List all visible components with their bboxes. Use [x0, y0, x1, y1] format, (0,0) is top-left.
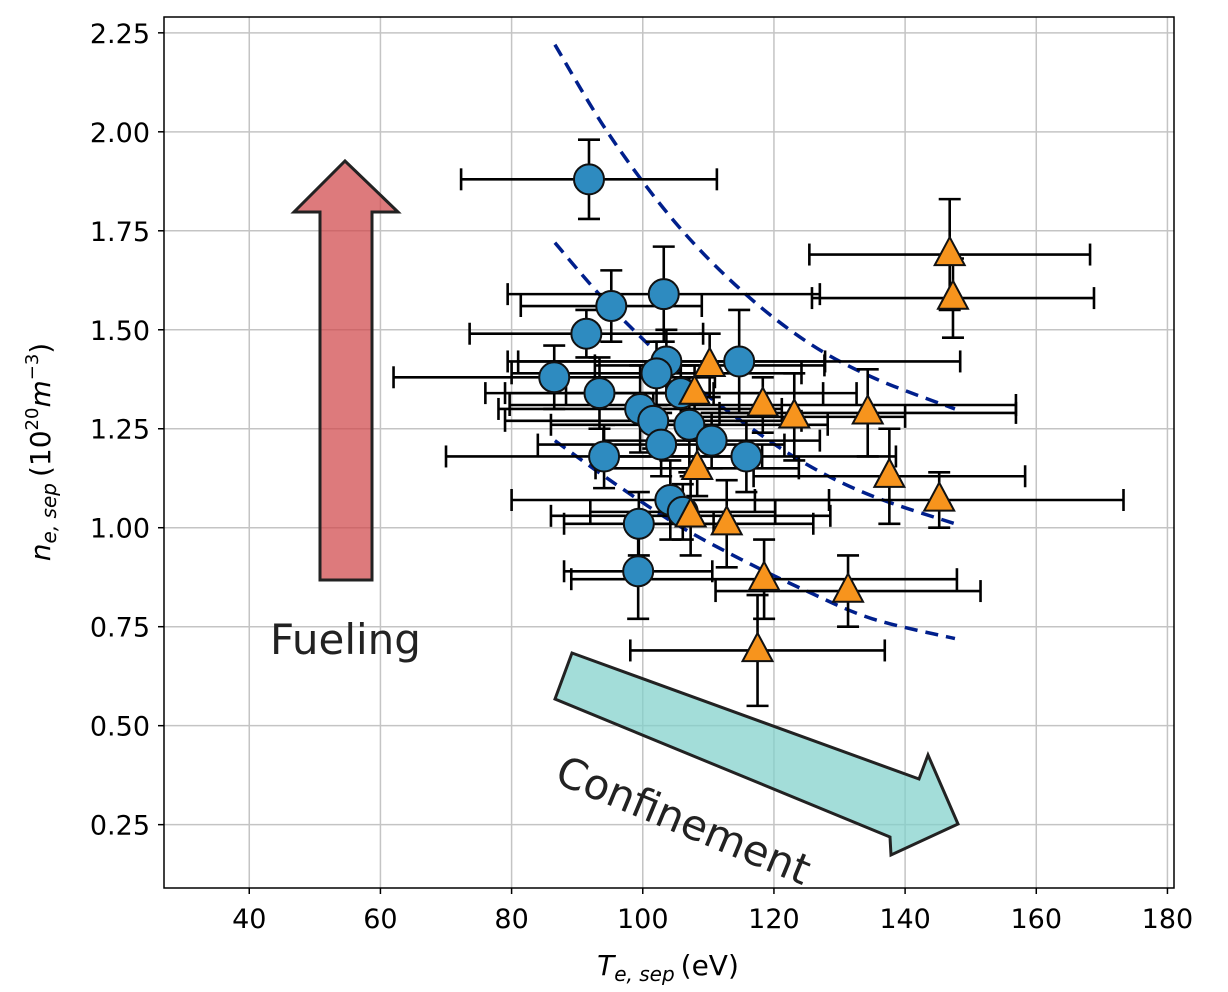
x-tick-label: 40: [232, 904, 266, 935]
y-tick-label: 0.75: [90, 613, 150, 644]
x-tick-label: 160: [1010, 904, 1062, 935]
fueling-label: Fueling: [270, 615, 421, 664]
circle-marker: [647, 278, 680, 311]
triangle-marker: [851, 393, 885, 425]
x-tick-label: 80: [494, 904, 528, 935]
triangle-marker: [677, 373, 712, 405]
lower-dashed-curve: [553, 439, 956, 641]
circle-marker: [673, 408, 706, 441]
y-tick-label: 1.75: [90, 217, 150, 248]
fueling-arrow: [290, 158, 402, 582]
circle-marker: [622, 555, 655, 588]
triangle-marker: [692, 345, 727, 378]
triangle-marker: [746, 385, 780, 417]
circle-marker: [570, 317, 603, 350]
x-tick-label: 120: [748, 904, 800, 935]
triangle-marker: [872, 456, 907, 488]
circle-marker: [572, 163, 605, 196]
circle-marker: [622, 507, 655, 540]
triangle-marker: [747, 559, 781, 591]
markers: [538, 163, 970, 663]
triangle-marker: [936, 278, 970, 310]
triangle-marker: [922, 480, 956, 512]
triangle-marker: [831, 571, 865, 603]
y-tick-label: 1.25: [90, 415, 150, 446]
y-tick-label: 1.50: [90, 316, 150, 347]
circle-marker: [588, 440, 621, 473]
confinement-arrow: [553, 651, 960, 858]
circle-marker: [583, 377, 616, 410]
triangle-marker: [740, 630, 775, 663]
circle-marker: [640, 357, 673, 390]
axis-ticks: 40 60 80 100 120 140 160 180 0.25 0.50 0.75 1.00 1.2…: [90, 19, 1193, 935]
circle-marker: [595, 290, 628, 323]
triangle-marker: [710, 504, 744, 536]
x-axis-label: Te, sep (eV): [597, 949, 739, 986]
triangle-marker: [777, 397, 811, 429]
error-bars: [392, 138, 1125, 708]
circle-marker: [645, 428, 678, 461]
y-tick-label: 0.25: [90, 811, 150, 842]
triangle-marker: [673, 496, 708, 528]
upper-dashed-curve: [553, 43, 956, 411]
x-tick-label: 100: [617, 904, 669, 935]
circle-marker: [695, 424, 728, 457]
triangle-marker: [933, 235, 967, 267]
circle-marker: [723, 345, 756, 378]
y-axis-label: ne, sep(1020m−3): [22, 343, 61, 561]
circle-marker: [730, 440, 763, 473]
triangle-marker: [680, 448, 714, 480]
x-tick-label: 60: [363, 904, 397, 935]
circle-marker: [538, 361, 571, 394]
y-tick-label: 2.00: [90, 118, 150, 149]
x-tick-label: 180: [1142, 904, 1194, 935]
y-tick-label: 0.50: [90, 712, 150, 743]
y-tick-label: 1.00: [90, 514, 150, 545]
y-tick-label: 2.25: [90, 19, 150, 50]
plot-frame: [163, 16, 1175, 889]
x-tick-label: 140: [879, 904, 931, 935]
